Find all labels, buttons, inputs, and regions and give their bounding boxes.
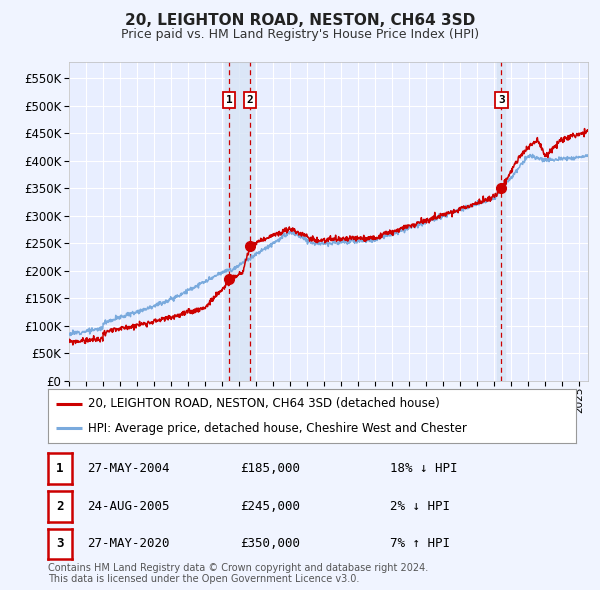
Text: 27-MAY-2004: 27-MAY-2004 (87, 462, 170, 475)
Text: 20, LEIGHTON ROAD, NESTON, CH64 3SD (detached house): 20, LEIGHTON ROAD, NESTON, CH64 3SD (det… (88, 397, 439, 410)
Text: 1: 1 (56, 462, 64, 475)
Text: 2: 2 (56, 500, 64, 513)
Text: £185,000: £185,000 (240, 462, 300, 475)
Text: 24-AUG-2005: 24-AUG-2005 (87, 500, 170, 513)
Text: 20, LEIGHTON ROAD, NESTON, CH64 3SD: 20, LEIGHTON ROAD, NESTON, CH64 3SD (125, 13, 475, 28)
Text: This data is licensed under the Open Government Licence v3.0.: This data is licensed under the Open Gov… (48, 574, 359, 584)
Text: £245,000: £245,000 (240, 500, 300, 513)
Text: HPI: Average price, detached house, Cheshire West and Chester: HPI: Average price, detached house, Ches… (88, 422, 466, 435)
Text: £350,000: £350,000 (240, 537, 300, 550)
Text: Contains HM Land Registry data © Crown copyright and database right 2024.: Contains HM Land Registry data © Crown c… (48, 563, 428, 573)
Bar (497, 62, 505, 381)
Text: 2: 2 (247, 95, 253, 105)
Text: 3: 3 (498, 95, 505, 105)
Text: 3: 3 (56, 537, 64, 550)
Text: 7% ↑ HPI: 7% ↑ HPI (390, 537, 450, 550)
Bar (225, 62, 254, 381)
Text: Price paid vs. HM Land Registry's House Price Index (HPI): Price paid vs. HM Land Registry's House … (121, 28, 479, 41)
Text: 1: 1 (226, 95, 232, 105)
Text: 18% ↓ HPI: 18% ↓ HPI (390, 462, 457, 475)
Text: 27-MAY-2020: 27-MAY-2020 (87, 537, 170, 550)
Text: 2% ↓ HPI: 2% ↓ HPI (390, 500, 450, 513)
